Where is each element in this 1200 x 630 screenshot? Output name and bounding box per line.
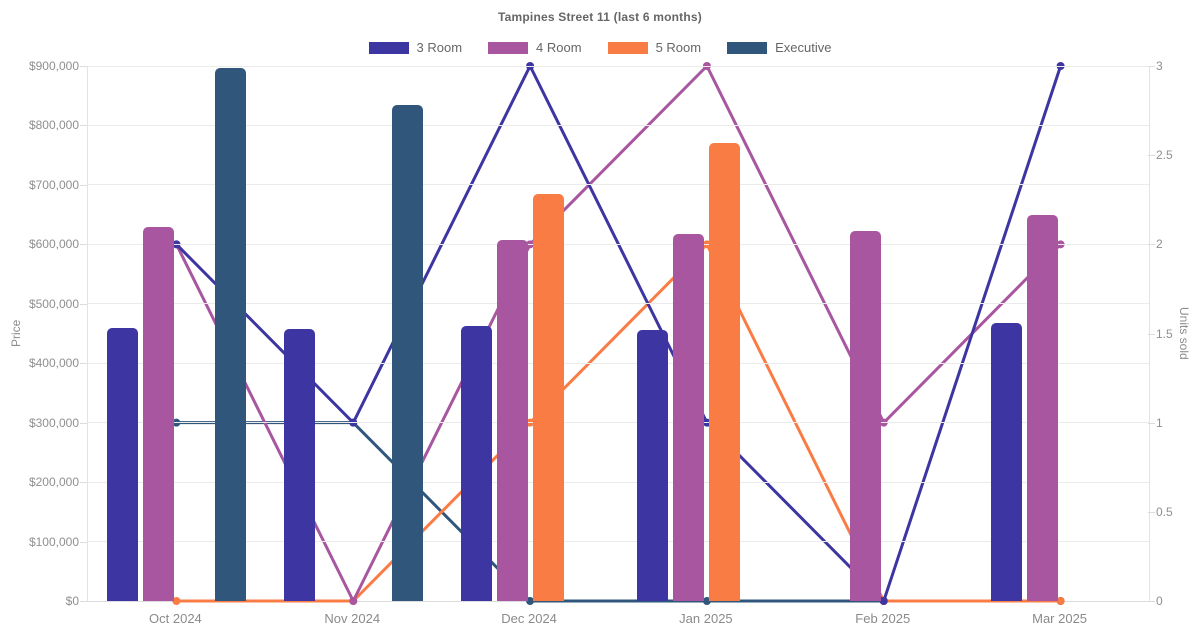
legend: 3 Room 4 Room 5 Room Executive xyxy=(0,40,1200,55)
bar-4-room-mar-2025 xyxy=(1027,214,1059,601)
right-axis-title: Units sold xyxy=(1177,307,1191,360)
units-tick-label: 1 xyxy=(1156,415,1163,430)
price-tick-label: $700,000 xyxy=(28,177,79,192)
bar-3-room-dec-2024 xyxy=(460,326,492,601)
legend-swatch-5-room xyxy=(607,41,648,54)
bar-executive-nov-2024 xyxy=(391,104,423,601)
price-tick-label: $500,000 xyxy=(28,296,79,311)
tick-mark xyxy=(1148,155,1155,157)
chart-title: Tampines Street 11 (last 6 months) xyxy=(498,10,702,24)
tick-mark xyxy=(80,601,87,602)
point-3-room-feb-2025 xyxy=(879,597,888,605)
x-axis-label-oct-2024: Oct 2024 xyxy=(149,611,202,626)
tick-mark xyxy=(80,244,87,246)
bar-4-room-oct-2024 xyxy=(142,226,174,601)
legend-label: 3 Room xyxy=(416,40,463,55)
tick-mark xyxy=(1148,66,1155,67)
bar-executive-oct-2024 xyxy=(214,67,246,601)
units-tick-label: 0 xyxy=(1156,594,1163,608)
bar-3-room-nov-2024 xyxy=(283,329,315,601)
legend-swatch-executive xyxy=(727,41,768,54)
tick-mark xyxy=(80,66,87,67)
tick-mark xyxy=(80,303,87,305)
line-5-room xyxy=(174,242,1063,603)
x-axis-label-nov-2024: Nov 2024 xyxy=(324,611,381,626)
price-tick-label: $200,000 xyxy=(28,475,79,490)
price-tick-label: $100,000 xyxy=(28,534,79,549)
legend-item-4-room[interactable]: 4 Room xyxy=(488,40,582,55)
point-5-room-mar-2025 xyxy=(1056,597,1065,605)
tick-mark xyxy=(80,363,87,365)
legend-label: 4 Room xyxy=(536,40,582,55)
bar-3-room-mar-2025 xyxy=(991,323,1023,601)
price-tick-label: $300,000 xyxy=(28,415,79,430)
bar-3-room-jan-2025 xyxy=(637,329,669,601)
point-5-room-oct-2024 xyxy=(172,597,181,605)
legend-label: 5 Room xyxy=(655,40,702,55)
tick-mark xyxy=(80,125,87,127)
line-layer xyxy=(172,62,1065,605)
gridline xyxy=(88,362,1149,364)
tick-mark xyxy=(80,541,87,543)
bar-4-room-jan-2025 xyxy=(673,234,705,601)
bar-5-room-dec-2024 xyxy=(532,193,564,601)
point-4-room-nov-2024 xyxy=(349,597,358,605)
gridline xyxy=(88,66,1149,67)
units-tick-label: 2 xyxy=(1156,237,1163,252)
units-tick-label: 1.5 xyxy=(1156,326,1173,341)
x-axis-label-mar-2025: Mar 2025 xyxy=(1032,611,1088,626)
price-tick-label: $0 xyxy=(65,594,79,608)
bar-4-room-dec-2024 xyxy=(496,239,528,601)
x-axis-label-jan-2025: Jan 2025 xyxy=(679,611,733,626)
gridline xyxy=(88,422,1149,424)
tick-mark xyxy=(80,184,87,186)
point-executive-dec-2024 xyxy=(526,597,535,605)
units-tick-label: 2.5 xyxy=(1156,148,1173,163)
left-axis-title: Price xyxy=(9,319,23,348)
tick-mark xyxy=(80,482,87,484)
tick-mark xyxy=(1148,422,1155,424)
gridline xyxy=(88,184,1149,186)
legend-swatch-3-room xyxy=(368,41,409,54)
legend-item-executive[interactable]: Executive xyxy=(727,40,831,55)
bar-4-room-feb-2025 xyxy=(850,231,882,601)
legend-item-3-room[interactable]: 3 Room xyxy=(368,40,463,55)
tick-mark xyxy=(1148,511,1155,513)
gridline xyxy=(88,481,1149,483)
tick-mark xyxy=(1148,601,1155,602)
price-tick-label: $900,000 xyxy=(28,59,79,73)
legend-swatch-4-room xyxy=(488,41,529,54)
tick-mark xyxy=(1148,333,1155,335)
price-tick-label: $800,000 xyxy=(28,118,79,133)
bar-3-room-oct-2024 xyxy=(106,327,138,601)
gridline xyxy=(88,541,1149,543)
gridline xyxy=(88,124,1149,126)
bar-5-room-jan-2025 xyxy=(709,143,741,601)
legend-label: Executive xyxy=(775,40,832,55)
legend-item-5-room[interactable]: 5 Room xyxy=(607,40,702,55)
price-tick-label: $400,000 xyxy=(28,356,79,371)
x-axis-label-dec-2024: Dec 2024 xyxy=(501,611,557,626)
units-tick-label: 3 xyxy=(1156,59,1163,73)
point-executive-jan-2025 xyxy=(702,597,711,605)
gridline xyxy=(88,243,1149,245)
plot-area xyxy=(87,62,1150,605)
units-tick-label: 0.5 xyxy=(1156,504,1173,519)
gridline xyxy=(88,303,1149,305)
tick-mark xyxy=(80,422,87,424)
price-tick-label: $600,000 xyxy=(28,237,79,252)
x-axis-label-feb-2025: Feb 2025 xyxy=(855,611,911,626)
tick-mark xyxy=(1148,244,1155,246)
